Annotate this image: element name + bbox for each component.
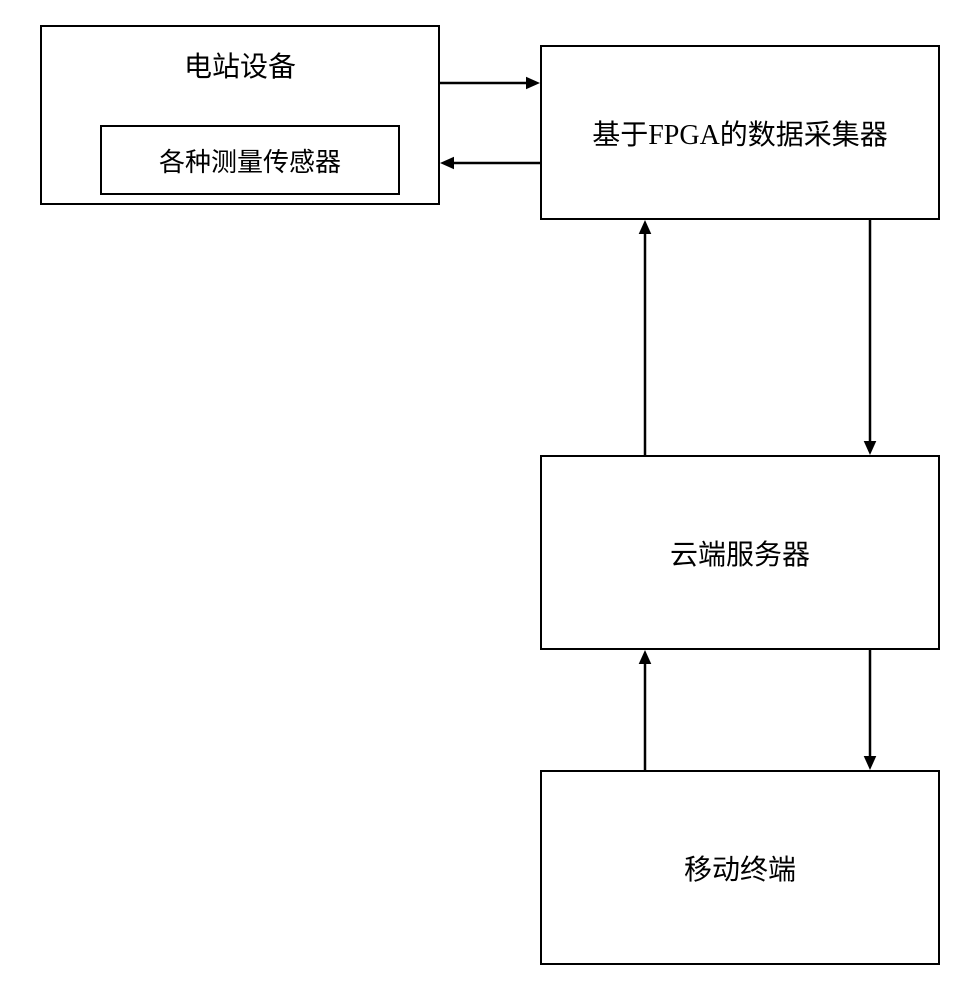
node-station-inner: 各种测量传感器 (100, 125, 400, 195)
node-station-title: 电站设备 (42, 45, 438, 85)
node-fpga: 基于FPGA的数据采集器 (540, 45, 940, 220)
node-station-inner-label: 各种测量传感器 (159, 142, 341, 179)
node-station: 电站设备 各种测量传感器 (40, 25, 440, 205)
node-mobile: 移动终端 (540, 770, 940, 965)
node-mobile-title: 移动终端 (684, 848, 796, 888)
node-fpga-title: 基于FPGA的数据采集器 (592, 113, 888, 153)
node-cloud-title: 云端服务器 (670, 533, 810, 573)
node-cloud: 云端服务器 (540, 455, 940, 650)
